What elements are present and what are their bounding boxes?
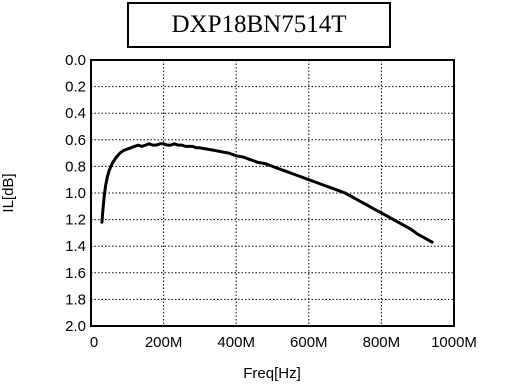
y-tick-label: 1.4 bbox=[65, 238, 86, 255]
y-tick-label: 1.6 bbox=[65, 265, 86, 282]
x-tick-label: 800M bbox=[363, 334, 401, 351]
y-tick-label: 1.8 bbox=[65, 291, 86, 308]
tick-labels: 0 200M 400M 600M 800M 1000M 0.0 0.2 0.4 0.6 0.8 1.0… bbox=[65, 52, 477, 351]
grid-lines bbox=[91, 60, 454, 326]
insertion-loss-line bbox=[100, 142, 434, 244]
y-tick-label: 1.2 bbox=[65, 212, 86, 229]
y-tick-label: 0.2 bbox=[65, 79, 86, 96]
y-tick-label: 0.4 bbox=[65, 105, 86, 122]
plot-area-frame bbox=[90, 59, 455, 327]
x-tick-label: 200M bbox=[145, 334, 183, 351]
y-tick-label: 0.6 bbox=[65, 132, 86, 149]
chart-title: DXP18BN7514T bbox=[127, 2, 391, 48]
x-tick-label: 0 bbox=[90, 334, 98, 351]
x-tick-label: 400M bbox=[217, 334, 255, 351]
y-tick-label: 2.0 bbox=[65, 318, 86, 335]
x-tick-label: 600M bbox=[290, 334, 328, 351]
x-tick-label: 1000M bbox=[431, 334, 477, 351]
y-tick-label: 0.8 bbox=[65, 158, 86, 175]
series-layer bbox=[100, 142, 434, 244]
y-tick-label: 1.0 bbox=[65, 185, 86, 202]
y-axis-label: IL[dB] bbox=[0, 173, 17, 212]
y-tick-label: 0.0 bbox=[65, 52, 86, 69]
x-axis-label: Freq[Hz] bbox=[243, 365, 301, 382]
